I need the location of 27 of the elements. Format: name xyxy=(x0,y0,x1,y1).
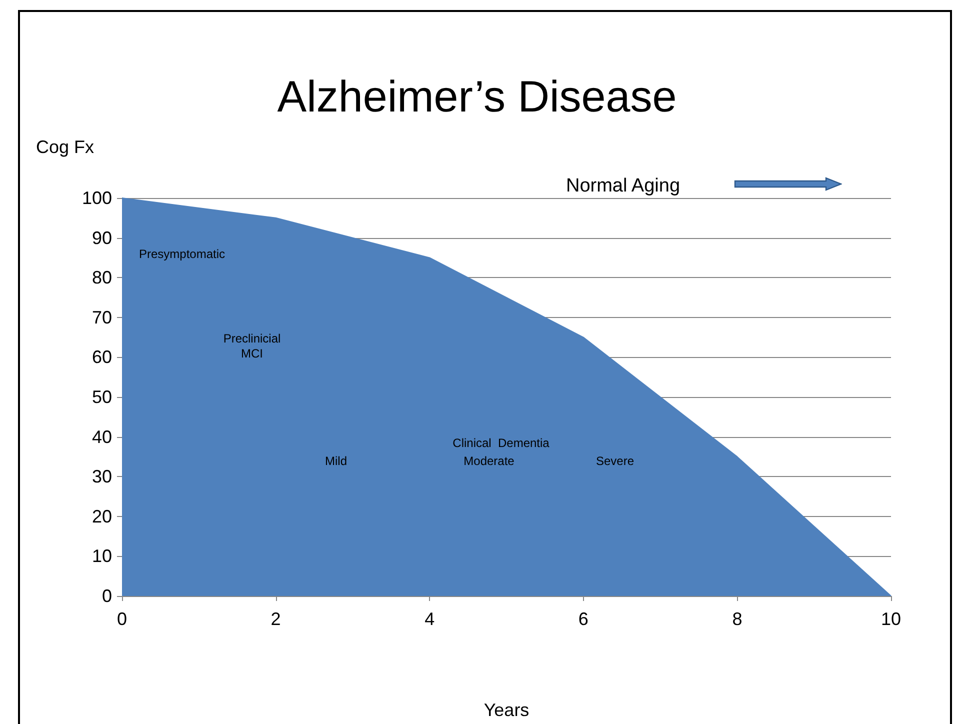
y-tick-label: 40 xyxy=(92,426,112,447)
y-axis-title: Cog Fx xyxy=(36,137,94,157)
annotation: Mild xyxy=(324,454,348,468)
x-tick-label: 10 xyxy=(880,609,902,629)
annotation: Presymptomatic xyxy=(138,247,226,261)
y-tick-label: 30 xyxy=(92,466,112,487)
x-tick-label: 8 xyxy=(732,609,742,629)
y-tick-label: 60 xyxy=(92,347,112,368)
x-tick-label: 2 xyxy=(270,609,281,629)
x-axis-title: Years xyxy=(484,700,530,720)
x-tick-label: 4 xyxy=(424,609,435,629)
y-tick-label: 50 xyxy=(92,387,112,407)
y-tick-label: 70 xyxy=(92,307,112,328)
chart-title: Alzheimer’s Disease xyxy=(277,72,677,122)
y-tick-label: 10 xyxy=(92,546,112,566)
text: Normal Aging xyxy=(566,176,680,196)
x-tick-label: 6 xyxy=(578,609,588,629)
y-tick-label: 80 xyxy=(92,268,112,288)
y-tick-label: 0 xyxy=(102,586,112,606)
y-tick-label: 100 xyxy=(82,188,112,208)
annotation: Preclinicial MCI xyxy=(223,332,281,360)
y-tick-label: 20 xyxy=(92,506,112,526)
annotation: Clinical Dementia xyxy=(452,436,550,450)
annotation: Severe xyxy=(596,454,634,468)
annotation: Moderate xyxy=(464,454,515,468)
y-tick-label: 90 xyxy=(92,228,112,248)
x-tick-label: 0 xyxy=(116,609,128,629)
